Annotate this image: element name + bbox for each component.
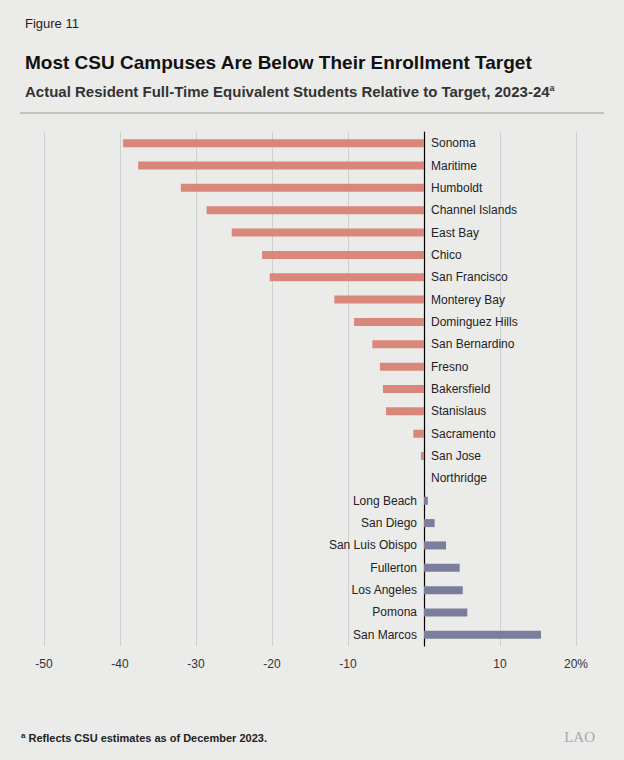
svg-text:-40: -40: [111, 657, 129, 671]
svg-text:Chico: Chico: [431, 248, 462, 262]
svg-text:-20: -20: [263, 657, 281, 671]
svg-text:Stanislaus: Stanislaus: [431, 404, 486, 418]
svg-text:a: a: [21, 730, 26, 740]
svg-text:East Bay: East Bay: [431, 226, 479, 240]
svg-text:San Diego: San Diego: [361, 516, 417, 530]
svg-text:-10: -10: [339, 657, 357, 671]
svg-text:Reflects CSU estimates as of D: Reflects CSU estimates as of December 20…: [25, 732, 267, 744]
svg-text:Los Angeles: Los Angeles: [352, 583, 417, 597]
svg-text:a: a: [550, 83, 556, 93]
svg-text:Sonoma: Sonoma: [431, 136, 476, 150]
svg-text:Actual Resident Full-Time Equi: Actual Resident Full-Time Equivalent Stu…: [25, 83, 550, 100]
svg-text:Sacramento: Sacramento: [431, 427, 496, 441]
svg-text:Bakersfield: Bakersfield: [431, 382, 490, 396]
svg-text:San Marcos: San Marcos: [353, 628, 417, 642]
svg-text:Dominguez Hills: Dominguez Hills: [431, 315, 518, 329]
svg-text:-50: -50: [35, 657, 53, 671]
svg-text:Pomona: Pomona: [372, 605, 417, 619]
svg-text:Long Beach: Long Beach: [353, 494, 417, 508]
svg-text:San Bernardino: San Bernardino: [431, 337, 515, 351]
svg-text:20%: 20%: [564, 657, 588, 671]
svg-text:Most CSU Campuses Are Below Th: Most CSU Campuses Are Below Their Enroll…: [25, 52, 532, 73]
svg-text:Humboldt: Humboldt: [431, 181, 483, 195]
svg-text:San Jose: San Jose: [431, 449, 481, 463]
svg-text:Channel Islands: Channel Islands: [431, 203, 517, 217]
svg-text:Fullerton: Fullerton: [370, 561, 417, 575]
svg-text:Maritime: Maritime: [431, 159, 477, 173]
svg-text:-30: -30: [187, 657, 205, 671]
svg-text:Monterey Bay: Monterey Bay: [431, 293, 505, 307]
svg-text:10: 10: [493, 657, 507, 671]
svg-text:Figure 11: Figure 11: [25, 16, 79, 31]
svg-text:San Francisco: San Francisco: [431, 270, 508, 284]
svg-text:LAO: LAO: [564, 729, 595, 745]
svg-text:Northridge: Northridge: [431, 471, 487, 485]
svg-text:Fresno: Fresno: [431, 360, 469, 374]
svg-text:San Luis Obispo: San Luis Obispo: [329, 538, 417, 552]
